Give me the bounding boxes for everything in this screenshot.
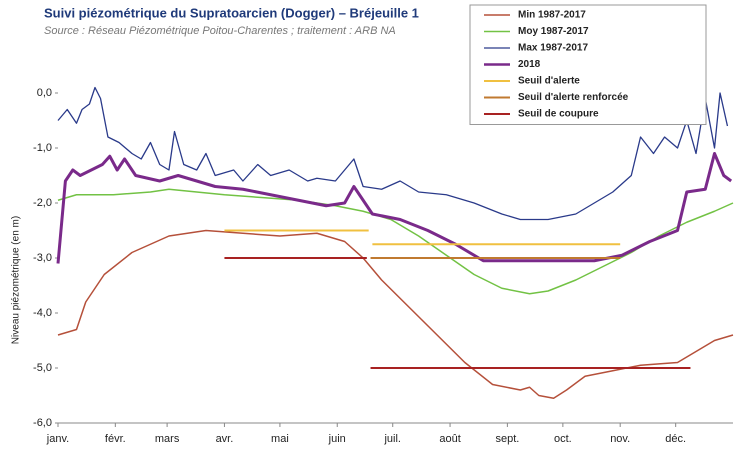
legend-label: Seuil d'alerte [518, 76, 580, 87]
chart-title: Suivi piézométrique du Supratoarcien (Do… [44, 5, 419, 20]
x-tick-label: mai [271, 433, 289, 445]
series-line [57, 188, 734, 295]
legend-label: Seuil d'alerte renforcée [518, 92, 629, 103]
chart-subtitle: Source : Réseau Piézométrique Poitou-Cha… [44, 25, 396, 37]
series-line [224, 257, 691, 369]
x-tick-label: févr. [105, 433, 126, 445]
x-tick-label: déc. [665, 433, 686, 445]
x-tick-label: oct. [554, 433, 572, 445]
y-tick-label: 0,0 [37, 87, 52, 99]
legend-label: Max 1987-2017 [518, 43, 588, 54]
legend-label: 2018 [518, 59, 541, 70]
x-tick-label: mars [155, 433, 180, 445]
x-tick-label: nov. [610, 433, 630, 445]
x-tick-label: janv. [46, 433, 69, 445]
x-tick-label: août [439, 433, 460, 445]
legend-label: Min 1987-2017 [518, 10, 586, 21]
y-tick-label: -6,0 [33, 417, 52, 429]
x-tick-label: avr. [216, 433, 234, 445]
legend-label: Moy 1987-2017 [518, 26, 589, 37]
series-line [56, 152, 733, 264]
series-line [224, 229, 621, 246]
y-tick-label: -2,0 [33, 197, 52, 209]
y-tick-label: -4,0 [33, 307, 52, 319]
y-tick-label: -5,0 [33, 362, 52, 374]
series-line [57, 86, 729, 221]
y-tick-label: -3,0 [33, 252, 52, 264]
y-tick-label: -1,0 [33, 142, 52, 154]
x-tick-label: sept. [495, 433, 519, 445]
legend-label: Seuil de coupure [518, 109, 599, 120]
x-tick-label: juin [328, 433, 346, 445]
x-tick-label: juil. [383, 433, 401, 445]
series-line [57, 229, 734, 399]
y-axis-label: Niveau piézométrique (en m) [11, 216, 22, 344]
